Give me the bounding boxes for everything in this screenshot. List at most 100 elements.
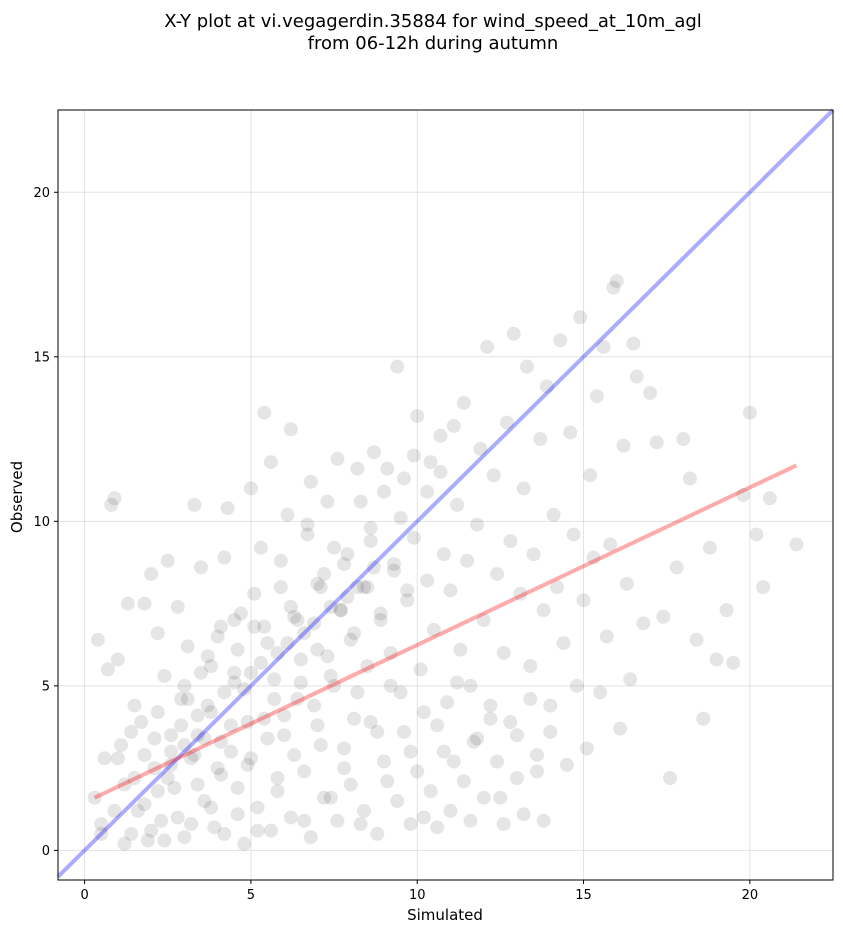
scatter-point [526,547,541,562]
scatter-point [366,445,381,460]
scatter-point [150,705,165,720]
scatter-point [110,652,125,667]
scatter-point [396,724,411,739]
scatter-point [496,817,511,832]
scatter-point [486,468,501,483]
scatter-point [207,820,222,835]
scatter-point [293,652,308,667]
scatter-point [337,557,352,572]
scatter-point [503,715,518,730]
scatter-point [613,721,628,736]
scatter-point [426,622,441,637]
scatter-point [370,826,385,841]
scatter-point [406,448,421,463]
scatter-point [337,761,352,776]
scatter-point [270,645,285,660]
scatter-point [376,754,391,769]
scatter-point [400,593,415,608]
scatter-point [307,698,322,713]
scatter-point [243,751,258,766]
scatter-point [187,497,202,512]
scatter-point [546,507,561,522]
scatter-point [160,770,175,785]
scatter-point [626,336,641,351]
scatter-point [523,659,538,674]
y-tick-label: 15 [33,350,50,365]
x-axis-label: Simulated [407,906,483,924]
scatter-point [310,642,325,657]
scatter-point [194,560,209,575]
scatter-point [423,784,438,799]
scatter-point [267,672,282,687]
scatter-point [749,527,764,542]
x-tick-label: 15 [575,888,592,903]
scatter-point [460,553,475,568]
scatter-point [589,389,604,404]
scatter-point [227,613,242,628]
scatter-point [406,530,421,545]
scatter-point [174,718,189,733]
scatter-point [476,790,491,805]
scatter-point [386,563,401,578]
y-tick-label: 5 [42,679,50,694]
scatter-point [350,580,365,595]
scatter-point [636,616,651,631]
scatter-point [456,774,471,789]
scatter-point [390,359,405,374]
scatter-point [283,599,298,614]
scatter-point [656,609,671,624]
scatter-point [170,810,185,825]
scatter-point [573,310,588,325]
scatter-point [270,784,285,799]
scatter-point [177,738,192,753]
scatter-point [177,678,192,693]
scatter-point [100,662,115,677]
scatter-point [553,333,568,348]
scatter-point [297,813,312,828]
scatter-point [273,580,288,595]
scatter-point [433,464,448,479]
scatter-point [373,606,388,621]
scatter-point [539,379,554,394]
scatter-point [250,823,265,838]
scatter-point [177,830,192,845]
scatter-point [333,603,348,618]
scatter-point [343,632,358,647]
scatter-point [144,566,159,581]
scatter-point [190,728,205,743]
scatter-point [566,527,581,542]
scatter-point [164,757,179,772]
scatter-point [223,718,238,733]
scatter-point [347,711,362,726]
grid-lines [58,110,833,880]
scatter-point [370,724,385,739]
scatter-point [383,678,398,693]
scatter-point [300,517,315,532]
scatter-point [516,481,531,496]
scatter-point [260,731,275,746]
scatter-point [337,741,352,756]
scatter-point [586,550,601,565]
scatter-point [360,659,375,674]
scatter-point [280,636,295,651]
scatter-point [463,678,478,693]
scatter-point [157,833,172,848]
x-tick-label: 10 [409,888,426,903]
scatter-point [263,823,278,838]
scatter-point [147,731,162,746]
scatter-point [313,738,328,753]
scatter-point [227,665,242,680]
scatter-point [503,534,518,549]
scatter-point [353,817,368,832]
scatter-point [94,826,109,841]
scatter-point [357,580,372,595]
scatter-point [227,675,242,690]
scatter-point [340,547,355,562]
scatter-point [157,668,172,683]
scatter-point [320,649,335,664]
scatter-point [533,432,548,447]
scatter-point [742,405,757,420]
scatter-point [184,751,199,766]
scatter-point [436,744,451,759]
